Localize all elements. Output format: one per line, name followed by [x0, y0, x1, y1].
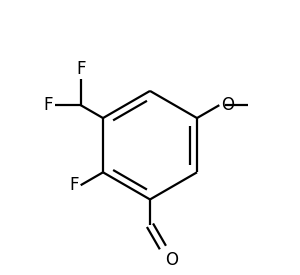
Text: O: O — [221, 96, 234, 114]
Text: F: F — [76, 60, 86, 78]
Text: F: F — [43, 96, 53, 114]
Text: O: O — [165, 251, 178, 269]
Text: F: F — [69, 176, 79, 194]
